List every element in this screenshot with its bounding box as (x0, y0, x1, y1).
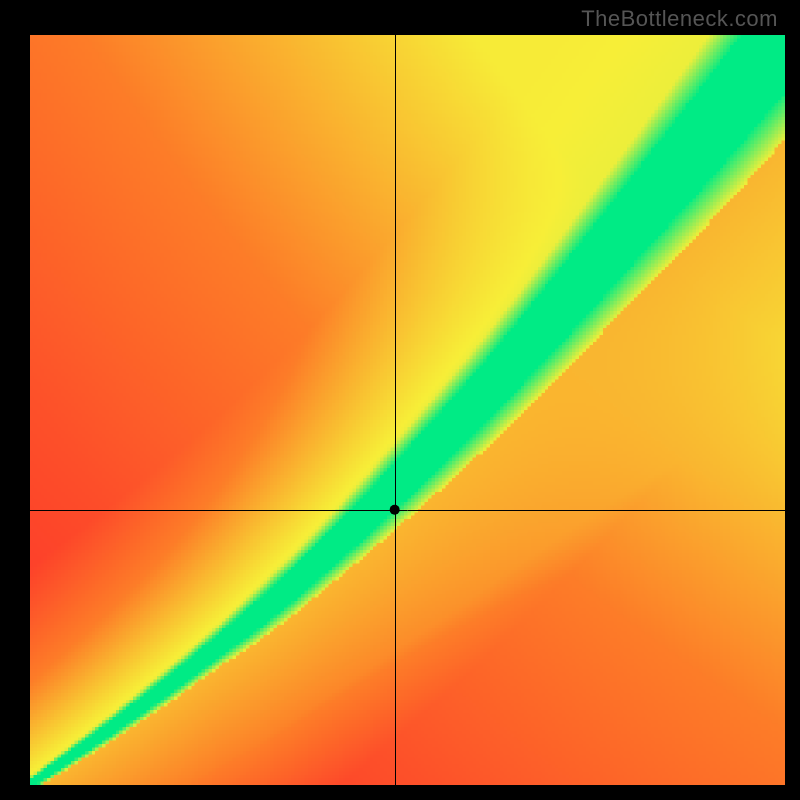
chart-frame: TheBottleneck.com (0, 0, 800, 800)
crosshair-overlay (30, 35, 785, 785)
watermark-text: TheBottleneck.com (581, 6, 778, 32)
